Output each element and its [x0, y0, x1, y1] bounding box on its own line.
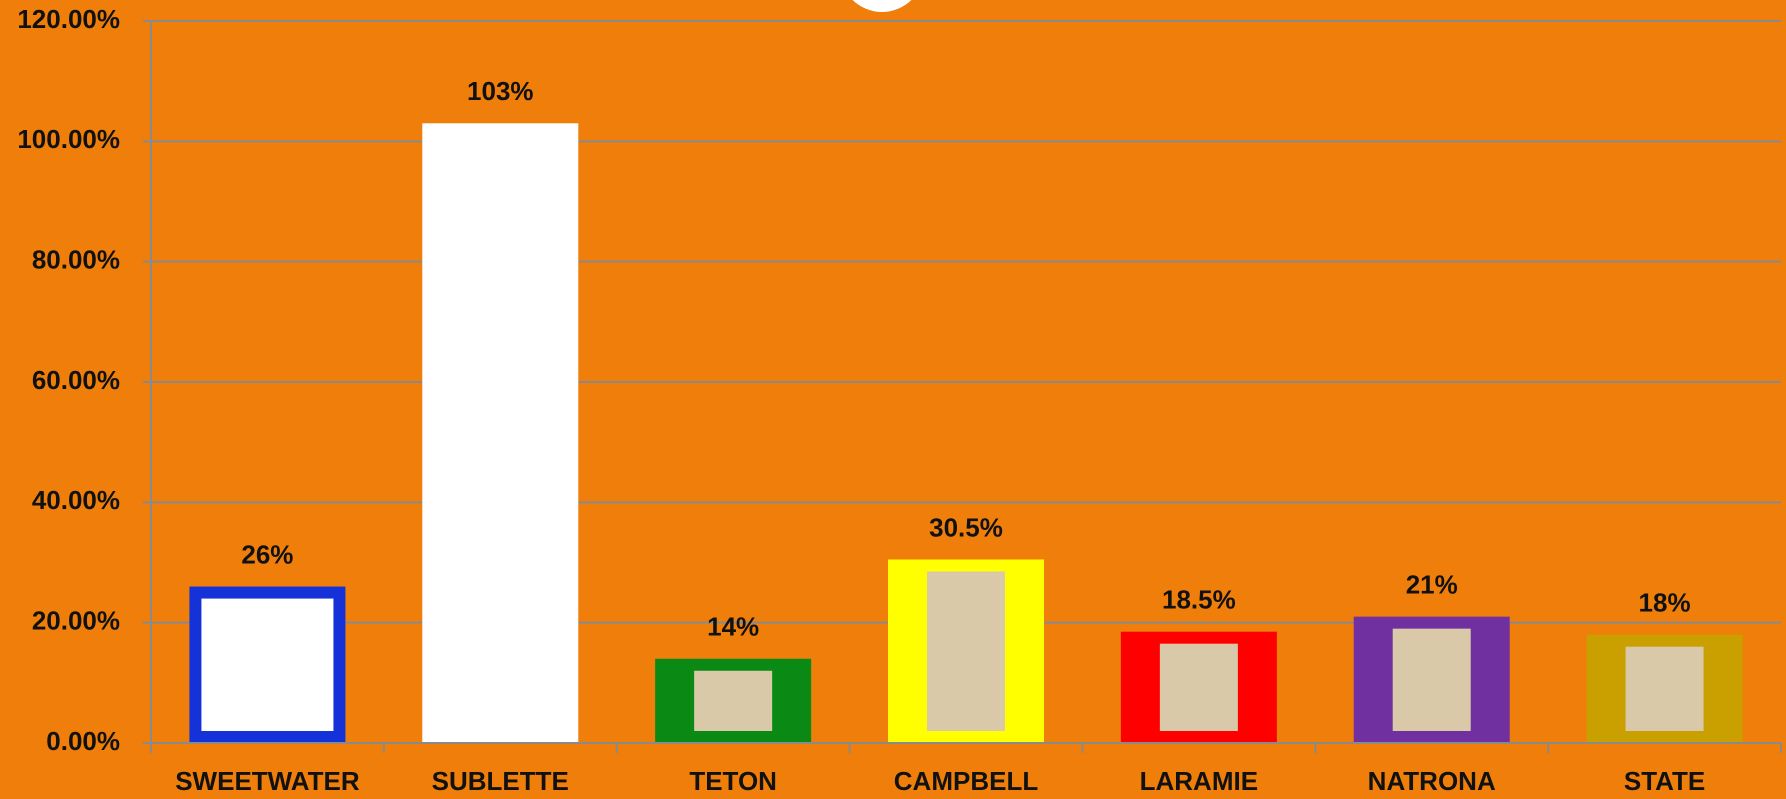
y-tick-label: 60.00% — [32, 365, 120, 395]
x-tick-label: STATE — [1624, 766, 1705, 796]
value-label: 21% — [1406, 570, 1458, 600]
y-tick-label: 120.00% — [17, 4, 120, 34]
y-tick-label: 0.00% — [46, 726, 120, 756]
value-label: 18% — [1639, 588, 1691, 618]
x-tick-label: SWEETWATER — [175, 766, 360, 796]
x-tick-label: NATRONA — [1368, 766, 1496, 796]
y-tick-label: 20.00% — [32, 606, 120, 636]
bar-picture — [1392, 628, 1471, 731]
x-tick-label: SUBLETTE — [432, 766, 569, 796]
value-label: 18.5% — [1162, 585, 1236, 615]
y-tick-label: 80.00% — [32, 245, 120, 275]
x-tick-label: CAMPBELL — [894, 766, 1039, 796]
value-label: 103% — [467, 76, 534, 106]
bar-picture — [694, 670, 773, 731]
x-tick-label: LARAMIE — [1140, 766, 1258, 796]
y-tick-label: 100.00% — [17, 124, 120, 154]
bar — [422, 123, 579, 744]
bar-picture — [926, 571, 1006, 731]
value-label: 14% — [707, 612, 759, 642]
x-tick-label: TETON — [689, 766, 777, 796]
bar-picture — [1159, 643, 1238, 731]
decoration — [852, 0, 912, 12]
y-tick-label: 40.00% — [32, 485, 120, 515]
value-label: 30.5% — [929, 512, 1003, 542]
bar-picture — [201, 598, 334, 731]
value-label: 26% — [241, 539, 293, 569]
bar-picture — [1625, 646, 1704, 731]
